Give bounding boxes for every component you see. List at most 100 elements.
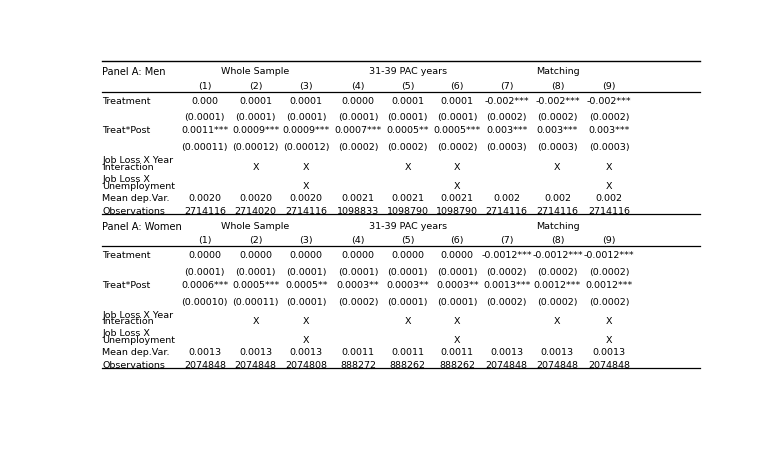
Text: (0.0002): (0.0002)	[338, 143, 379, 152]
Text: (2): (2)	[249, 236, 263, 245]
Text: Panel A: Men: Panel A: Men	[102, 67, 166, 77]
Text: Mean dep.Var.: Mean dep.Var.	[102, 348, 170, 357]
Text: (8): (8)	[551, 236, 564, 245]
Text: (4): (4)	[351, 236, 365, 245]
Text: X: X	[454, 336, 460, 345]
Text: (0.0001): (0.0001)	[387, 297, 428, 307]
Text: Job Loss X Year: Job Loss X Year	[102, 156, 174, 165]
Text: (0.0001): (0.0001)	[235, 268, 276, 277]
Text: (0.0003): (0.0003)	[537, 143, 578, 152]
Text: X: X	[404, 163, 411, 172]
Text: (2): (2)	[249, 82, 263, 91]
Text: Job Loss X Year: Job Loss X Year	[102, 310, 174, 319]
Text: 0.0001: 0.0001	[290, 97, 323, 106]
Text: (0.0001): (0.0001)	[286, 113, 326, 122]
Text: Job Loss X: Job Loss X	[102, 329, 150, 338]
Text: (0.0001): (0.0001)	[387, 268, 428, 277]
Text: (4): (4)	[351, 82, 365, 91]
Text: (0.0001): (0.0001)	[185, 113, 225, 122]
Text: X: X	[303, 182, 309, 190]
Text: 0.0011: 0.0011	[441, 348, 474, 357]
Text: (1): (1)	[198, 82, 212, 91]
Text: (5): (5)	[401, 82, 414, 91]
Text: (0.0001): (0.0001)	[387, 113, 428, 122]
Text: 0.0000: 0.0000	[342, 97, 375, 106]
Text: 0.0020: 0.0020	[290, 194, 323, 203]
Text: 0.0005***: 0.0005***	[232, 281, 279, 290]
Text: 2074848: 2074848	[234, 361, 277, 370]
Text: -0.002***: -0.002***	[587, 97, 632, 106]
Text: Interaction: Interaction	[102, 318, 153, 326]
Text: Panel A: Women: Panel A: Women	[102, 222, 182, 232]
Text: X: X	[454, 182, 460, 190]
Text: (0.00012): (0.00012)	[283, 143, 330, 152]
Text: (0.0001): (0.0001)	[235, 113, 276, 122]
Text: (6): (6)	[450, 236, 464, 245]
Text: X: X	[303, 163, 309, 172]
Text: X: X	[606, 163, 612, 172]
Text: 0.0000: 0.0000	[342, 251, 375, 260]
Text: 0.0005***: 0.0005***	[434, 126, 481, 136]
Text: 0.0013: 0.0013	[593, 348, 626, 357]
Text: (0.0003): (0.0003)	[589, 143, 629, 152]
Text: Observations: Observations	[102, 206, 165, 216]
Text: (0.00012): (0.00012)	[232, 143, 279, 152]
Text: 2714020: 2714020	[234, 206, 277, 216]
Text: 31-39 PAC years: 31-39 PAC years	[368, 222, 446, 231]
Text: (0.0001): (0.0001)	[437, 113, 478, 122]
Text: X: X	[554, 318, 561, 326]
Text: Mean dep.Var.: Mean dep.Var.	[102, 194, 170, 203]
Text: 0.0013: 0.0013	[290, 348, 323, 357]
Text: 0.0011: 0.0011	[342, 348, 375, 357]
Text: (0.0002): (0.0002)	[486, 113, 527, 122]
Text: Job Loss X: Job Loss X	[102, 175, 150, 184]
Text: -0.0012***: -0.0012***	[532, 251, 583, 260]
Text: 0.0012***: 0.0012***	[586, 281, 633, 290]
Text: 0.0003**: 0.0003**	[337, 281, 379, 290]
Text: 0.002: 0.002	[544, 194, 571, 203]
Text: (0.0003): (0.0003)	[486, 143, 527, 152]
Text: 0.0005**: 0.0005**	[285, 281, 327, 290]
Text: 0.0000: 0.0000	[391, 251, 425, 260]
Text: 0.0020: 0.0020	[239, 194, 272, 203]
Text: (0.00011): (0.00011)	[232, 297, 279, 307]
Text: (0.0002): (0.0002)	[589, 113, 629, 122]
Text: 0.0006***: 0.0006***	[182, 281, 228, 290]
Text: Treatment: Treatment	[102, 251, 150, 260]
Text: (0.00011): (0.00011)	[182, 143, 228, 152]
Text: 0.003***: 0.003***	[589, 126, 630, 136]
Text: (0.0002): (0.0002)	[538, 113, 578, 122]
Text: 0.002: 0.002	[596, 194, 623, 203]
Text: (0.0002): (0.0002)	[538, 268, 578, 277]
Text: 2714116: 2714116	[285, 206, 327, 216]
Text: (6): (6)	[450, 82, 464, 91]
Text: 0.0011***: 0.0011***	[182, 126, 228, 136]
Text: 0.0005**: 0.0005**	[386, 126, 429, 136]
Text: (7): (7)	[500, 82, 513, 91]
Text: (0.0002): (0.0002)	[538, 297, 578, 307]
Text: (9): (9)	[603, 82, 616, 91]
Text: (0.0001): (0.0001)	[286, 268, 326, 277]
Text: 0.0013: 0.0013	[239, 348, 272, 357]
Text: 0.0013: 0.0013	[189, 348, 221, 357]
Text: 0.0021: 0.0021	[342, 194, 375, 203]
Text: (5): (5)	[401, 236, 414, 245]
Text: (3): (3)	[299, 82, 313, 91]
Text: (0.0001): (0.0001)	[338, 113, 379, 122]
Text: 0.0021: 0.0021	[441, 194, 474, 203]
Text: (0.0002): (0.0002)	[387, 143, 428, 152]
Text: 2714116: 2714116	[588, 206, 630, 216]
Text: (0.0002): (0.0002)	[589, 268, 629, 277]
Text: Observations: Observations	[102, 361, 165, 370]
Text: X: X	[606, 336, 612, 345]
Text: 31-39 PAC years: 31-39 PAC years	[368, 67, 446, 76]
Text: 0.0000: 0.0000	[239, 251, 272, 260]
Text: (3): (3)	[299, 236, 313, 245]
Text: (0.0002): (0.0002)	[486, 297, 527, 307]
Text: (0.0001): (0.0001)	[185, 268, 225, 277]
Text: 2714116: 2714116	[537, 206, 579, 216]
Text: 1098790: 1098790	[436, 206, 478, 216]
Text: 0.0013***: 0.0013***	[483, 281, 530, 290]
Text: (0.0002): (0.0002)	[486, 268, 527, 277]
Text: -0.002***: -0.002***	[485, 97, 529, 106]
